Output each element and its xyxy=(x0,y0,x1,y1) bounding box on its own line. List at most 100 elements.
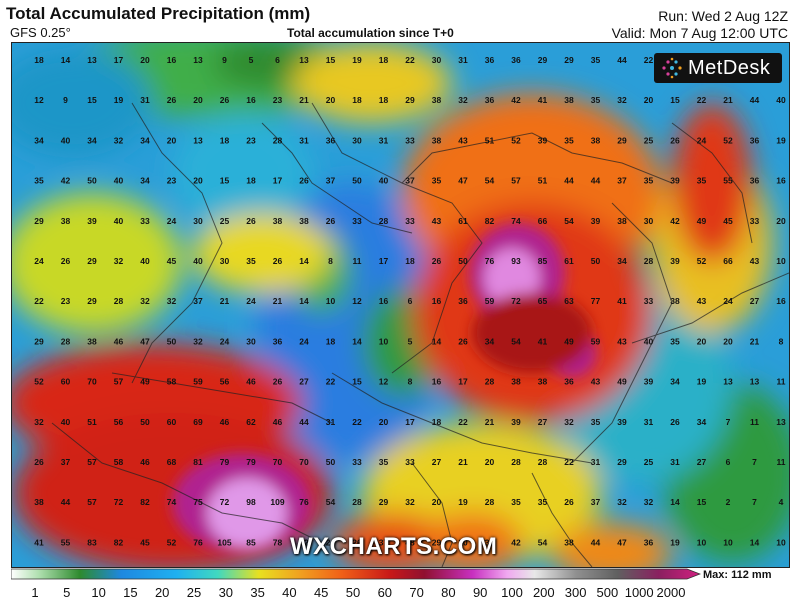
grid-value: 36 xyxy=(485,95,495,105)
grid-value: 32 xyxy=(114,256,124,266)
grid-value: 33 xyxy=(405,457,415,467)
grid-value: 15 xyxy=(220,176,230,186)
grid-value: 23 xyxy=(273,95,283,105)
grid-value: 51 xyxy=(87,417,97,427)
grid-value: 25 xyxy=(220,216,230,226)
grid-value: 16 xyxy=(432,296,442,306)
grid-value: 42 xyxy=(511,537,521,547)
precipitation-map[interactable]: 18 14 13 17 20 16 13 9 5 6 13 15 19 18 22 30 31 36 36 29 29 3… xyxy=(11,42,790,568)
precip-field xyxy=(12,43,789,567)
grid-value: 46 xyxy=(140,457,150,467)
grid-value: 10 xyxy=(723,537,733,547)
grid-value: 50 xyxy=(326,457,336,467)
grid-value: 16 xyxy=(379,296,389,306)
grid-value: 18 xyxy=(352,95,362,105)
grid-value: 26 xyxy=(352,537,362,547)
grid-value: 81 xyxy=(193,457,203,467)
grid-value: 37 xyxy=(405,176,415,186)
grid-value: 24 xyxy=(326,537,336,547)
grid-value: 33 xyxy=(352,457,362,467)
grid-value: 32 xyxy=(193,336,203,346)
grid-value: 40 xyxy=(644,336,654,346)
grid-value: 29 xyxy=(617,457,627,467)
grid-value: 36 xyxy=(750,135,760,145)
grid-value: 45 xyxy=(140,537,150,547)
grid-value: 55 xyxy=(61,537,71,547)
grid-value: 85 xyxy=(246,537,256,547)
grid-value: 21 xyxy=(723,95,733,105)
grid-value: 35 xyxy=(432,176,442,186)
grid-value: 26 xyxy=(220,95,230,105)
grid-value: 31 xyxy=(326,417,336,427)
grid-value: 16 xyxy=(167,55,177,65)
grid-value: 35 xyxy=(591,55,601,65)
grid-value: 38 xyxy=(564,95,574,105)
grid-value: 32 xyxy=(617,95,627,105)
grid-value: 44 xyxy=(61,497,71,507)
grid-value: 26 xyxy=(432,256,442,266)
model-label: GFS 0.25° xyxy=(10,25,71,40)
grid-value: 18 xyxy=(220,135,230,145)
grid-value: 20 xyxy=(697,336,707,346)
grid-value: 34 xyxy=(670,377,680,387)
grid-value: 5 xyxy=(249,55,254,65)
grid-value: 33 xyxy=(405,216,415,226)
grid-value: 37 xyxy=(379,537,389,547)
grid-value: 26 xyxy=(326,216,336,226)
grid-value: 39 xyxy=(644,377,654,387)
grid-value: 22 xyxy=(405,55,415,65)
scale-tick-label: 50 xyxy=(345,585,361,600)
grid-value: 29 xyxy=(34,336,44,346)
grid-value: 51 xyxy=(485,135,495,145)
grid-value: 34 xyxy=(87,135,97,145)
grid-value: 29 xyxy=(34,216,44,226)
scale-tick-label: 2000 xyxy=(656,585,686,600)
grid-value: 30 xyxy=(644,216,654,226)
grid-value: 8 xyxy=(408,377,413,387)
grid-value: 30 xyxy=(432,55,442,65)
grid-value: 35 xyxy=(591,95,601,105)
grid-value: 59 xyxy=(193,377,203,387)
grid-value: 20 xyxy=(140,55,150,65)
grid-value: 29 xyxy=(379,497,389,507)
map-subtitle: Total accumulation since T+0 xyxy=(287,26,454,40)
grid-value: 22 xyxy=(34,296,44,306)
grid-value: 61 xyxy=(564,256,574,266)
grid-value: 35 xyxy=(697,176,707,186)
grid-value: 34 xyxy=(140,176,150,186)
grid-value: 44 xyxy=(750,95,760,105)
grid-value: 32 xyxy=(140,296,150,306)
grid-value: 44 xyxy=(564,176,574,186)
grid-value: 79 xyxy=(220,457,230,467)
grid-value: 49 xyxy=(617,377,627,387)
grid-value: 77 xyxy=(591,296,601,306)
grid-value: 40 xyxy=(193,256,203,266)
scale-tick-label: 70 xyxy=(409,585,424,600)
grid-value: 35 xyxy=(379,457,389,467)
grid-value: 13 xyxy=(193,135,203,145)
grid-value: 38 xyxy=(617,216,627,226)
grid-value: 20 xyxy=(776,216,786,226)
grid-value: 21 xyxy=(299,95,309,105)
grid-value: 25 xyxy=(644,457,654,467)
grid-value: 36 xyxy=(750,176,760,186)
grid-value: 26 xyxy=(34,457,44,467)
grid-value: 61 xyxy=(458,216,468,226)
grid-value: 31 xyxy=(591,457,601,467)
grid-value: 28 xyxy=(273,135,283,145)
grid-value: 56 xyxy=(114,417,124,427)
grid-value: 43 xyxy=(617,336,627,346)
grid-value: 19 xyxy=(776,135,786,145)
grid-value: 35 xyxy=(564,135,574,145)
grid-value: 57 xyxy=(114,377,124,387)
grid-value: 24 xyxy=(723,296,733,306)
grid-value: 39 xyxy=(87,216,97,226)
grid-value: 10 xyxy=(697,537,707,547)
grid-value: 54 xyxy=(326,497,336,507)
grid-value: 17 xyxy=(379,256,389,266)
grid-value: 52 xyxy=(167,537,177,547)
scale-tick-label: 30 xyxy=(218,585,234,600)
grid-value: 69 xyxy=(193,417,203,427)
grid-value: 33 xyxy=(140,216,150,226)
grid-value: 63 xyxy=(564,296,574,306)
